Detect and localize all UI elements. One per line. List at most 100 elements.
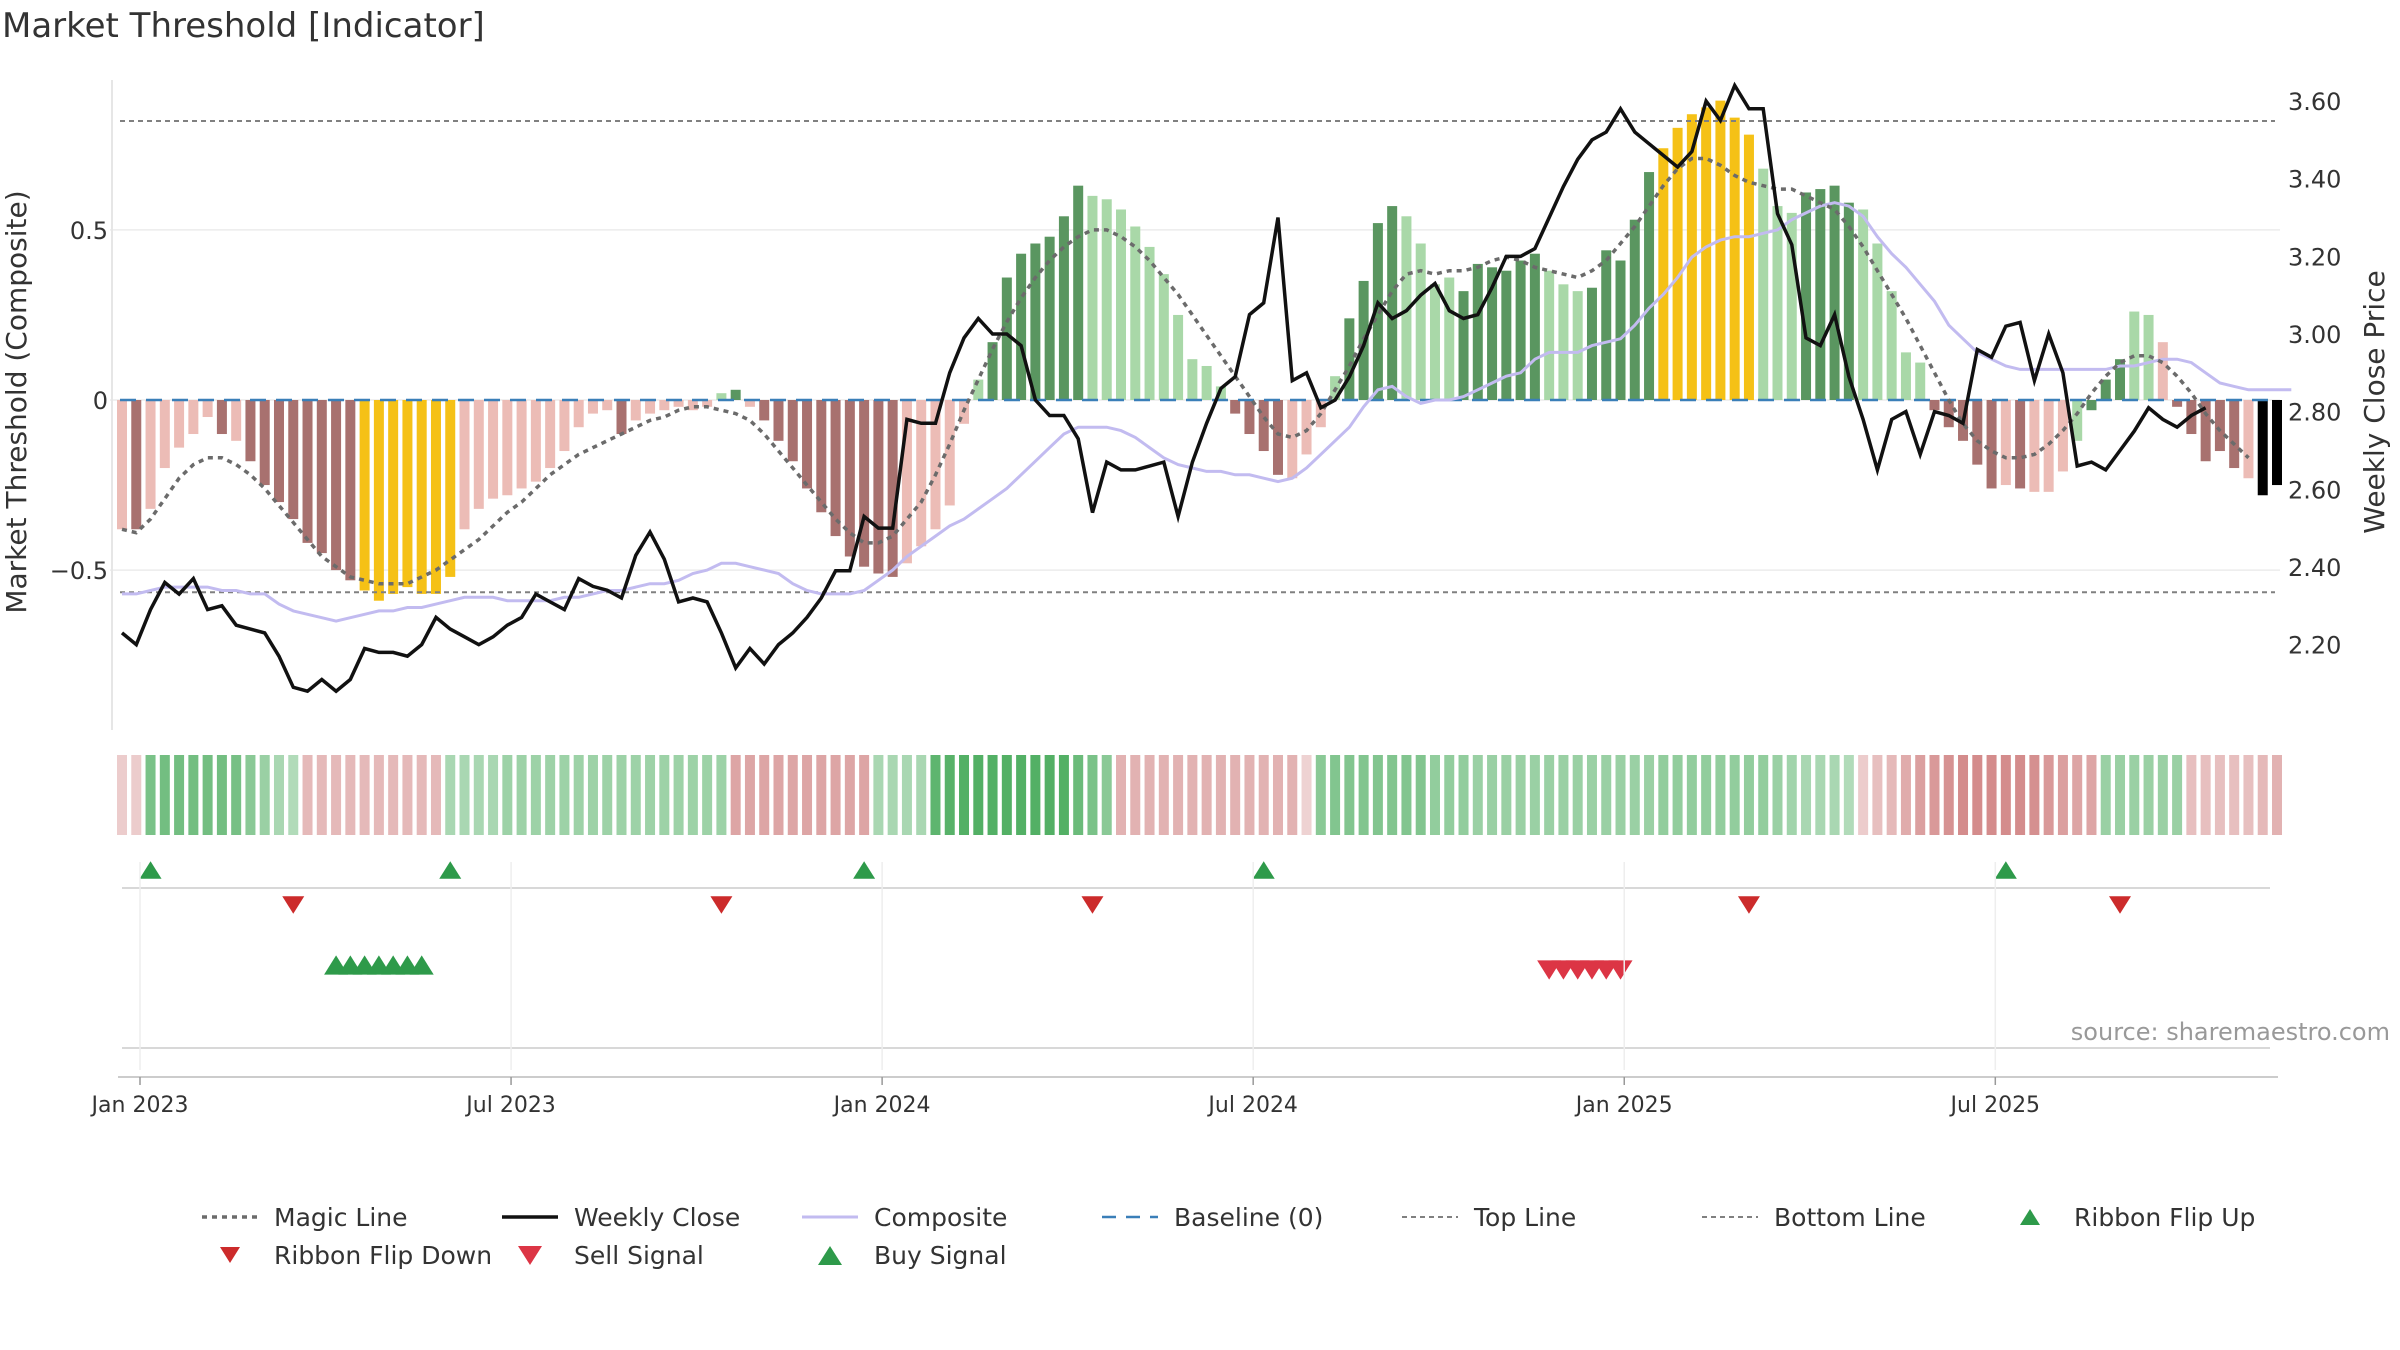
- ribbon-cell: [2043, 755, 2054, 835]
- ribbon-cell: [1087, 755, 1098, 835]
- ribbon-cell: [687, 755, 698, 835]
- ribbon-cell: [516, 755, 527, 835]
- composite-bar: [359, 400, 370, 591]
- composite-bar: [2043, 400, 2054, 492]
- composite-bar: [687, 400, 698, 411]
- composite-bar: [2057, 400, 2068, 472]
- ribbon-cell: [1130, 755, 1141, 835]
- composite-bar: [1801, 192, 1812, 400]
- composite-bar: [1158, 274, 1169, 400]
- composite-bar: [2157, 342, 2168, 400]
- ribbon-cell: [1786, 755, 1797, 835]
- ribbon-cell: [901, 755, 912, 835]
- composite-bar: [602, 400, 613, 411]
- ribbon-cell: [488, 755, 499, 835]
- ribbon-cell: [445, 755, 456, 835]
- ribbon-cell: [1729, 755, 1740, 835]
- composite-bar: [402, 400, 413, 588]
- legend-label: Buy Signal: [874, 1240, 1007, 1270]
- composite-bar: [1144, 246, 1155, 400]
- x-tick-label: Jul 2024: [1206, 1093, 1298, 1118]
- composite-bar: [773, 400, 784, 441]
- legend-label: Sell Signal: [574, 1240, 704, 1270]
- ribbon-cell: [1044, 755, 1055, 835]
- composite-bar: [787, 400, 798, 462]
- composite-bar: [1915, 362, 1926, 400]
- composite-bar: [2243, 400, 2254, 479]
- composite-bar: [1544, 270, 1555, 400]
- y-right-tick-label: 3.60: [2288, 88, 2341, 116]
- composite-bar: [2029, 400, 2040, 492]
- ribbon-cell: [802, 755, 813, 835]
- top-line-swatch-icon: [1400, 1205, 1460, 1229]
- magic-line: [121, 156, 2250, 586]
- composite-bar: [1087, 195, 1098, 400]
- composite-bar: [1615, 260, 1626, 400]
- composite-bar: [473, 400, 484, 509]
- baseline-swatch-icon: [1100, 1205, 1160, 1229]
- composite-bar: [1929, 400, 1940, 411]
- composite-bar: [759, 400, 770, 421]
- ribbon-cell: [1301, 755, 1312, 835]
- buy-signal-marker: [409, 955, 434, 975]
- composite-bar: [1529, 253, 1540, 400]
- ribbon-flip-up-icon: [2000, 1205, 2060, 1229]
- ribbon-cell: [987, 755, 998, 835]
- ribbon-cell: [2072, 755, 2083, 835]
- ribbon-cell: [288, 755, 299, 835]
- composite-bar: [388, 400, 399, 594]
- ribbon-cell: [587, 755, 598, 835]
- composite-bar: [2272, 400, 2282, 486]
- ribbon-cell: [259, 755, 270, 835]
- ribbon-cell: [959, 755, 970, 835]
- ribbon-cell: [1986, 755, 1997, 835]
- composite-bar: [1301, 400, 1312, 455]
- x-axis: Jan 2023 Jul 2023 Jan 2024 Jul 2024 Jan 2025…: [90, 862, 2041, 1118]
- composite-bar: [1215, 386, 1226, 400]
- ribbon-cell: [1016, 755, 1027, 835]
- ribbon-cell: [1972, 755, 1983, 835]
- ribbon-flip-up-marker: [1252, 861, 1275, 879]
- ribbon-flip-down-marker: [1737, 896, 1760, 914]
- composite-bar: [901, 400, 912, 564]
- composite-bar: [730, 389, 741, 400]
- composite-bar: [202, 400, 213, 418]
- ribbon-cell: [388, 755, 399, 835]
- ribbon-cell: [331, 755, 342, 835]
- y-right-tick-label: 2.20: [2288, 632, 2341, 660]
- ribbon-cell: [273, 755, 284, 835]
- ribbon-cell: [1529, 755, 1540, 835]
- composite-bar: [1472, 263, 1483, 400]
- composite-bar: [430, 400, 441, 594]
- ribbon-cell: [1429, 755, 1440, 835]
- composite-bar: [131, 400, 142, 530]
- ribbon-cell: [1258, 755, 1269, 835]
- composite-bar: [1886, 291, 1897, 400]
- composite-bar: [1501, 270, 1512, 400]
- composite-bar: [1287, 400, 1298, 479]
- composite-bar: [973, 379, 984, 400]
- ribbon-cell: [1158, 755, 1169, 835]
- legend-label: Magic Line: [274, 1202, 408, 1232]
- composite-bar: [673, 400, 684, 407]
- ribbon-cell: [1101, 755, 1112, 835]
- ribbon-cell: [1929, 755, 1940, 835]
- legend-label: Ribbon Flip Down: [274, 1240, 493, 1270]
- ribbon-cell: [1215, 755, 1226, 835]
- ribbon-cell: [502, 755, 513, 835]
- ribbon-cell: [1330, 755, 1341, 835]
- ribbon-cell: [716, 755, 727, 835]
- composite-bar: [1187, 359, 1198, 400]
- x-tick-label: Jul 2025: [1949, 1093, 2041, 1118]
- composite-bar: [1387, 206, 1398, 400]
- ribbon-cell: [2257, 755, 2268, 835]
- ribbon-cell: [630, 755, 641, 835]
- composite-bar: [702, 400, 713, 407]
- ribbon-cell: [530, 755, 541, 835]
- ribbon-cell: [2272, 755, 2282, 835]
- composite-bar: [1258, 400, 1269, 452]
- composite-bar: [1429, 284, 1440, 400]
- ribbon-cell: [302, 755, 313, 835]
- signals-panel: [118, 861, 2278, 1078]
- composite-bar: [159, 400, 170, 469]
